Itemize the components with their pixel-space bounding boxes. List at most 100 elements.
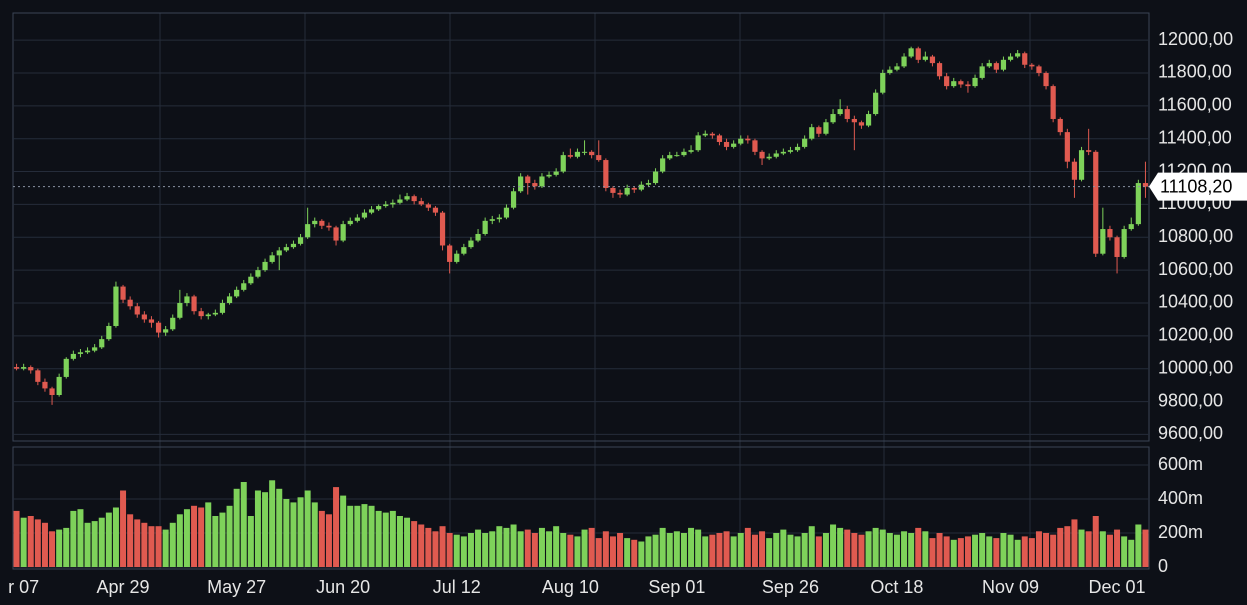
- volume-bar: [517, 531, 524, 567]
- candle-body: [510, 191, 517, 208]
- candle-body: [617, 192, 623, 195]
- y-tick-label: 10000,00: [1158, 357, 1233, 377]
- candle-body: [1071, 161, 1078, 180]
- volume-bar: [815, 536, 822, 567]
- candle-body: [723, 141, 730, 147]
- candle-body: [361, 212, 368, 218]
- volume-bar: [347, 505, 354, 567]
- candle-body: [56, 376, 62, 395]
- volume-bar: [475, 529, 482, 567]
- candle-body: [574, 151, 581, 157]
- volume-bar: [404, 517, 411, 567]
- candle-body: [42, 381, 48, 389]
- candle-body: [986, 63, 992, 67]
- volume-bar: [325, 514, 332, 567]
- candle-body: [503, 207, 510, 218]
- candle-body: [461, 247, 467, 254]
- candle-body: [901, 56, 907, 67]
- candle-body: [1043, 72, 1049, 87]
- volume-bar: [886, 533, 893, 567]
- candle-body: [560, 155, 566, 172]
- volume-tick-label: 400m: [1158, 488, 1203, 508]
- volume-bar: [318, 510, 325, 567]
- volume-bar: [1071, 519, 1078, 567]
- volume-bar: [1142, 529, 1149, 567]
- candle-body: [290, 243, 297, 248]
- volume-bar: [1021, 536, 1028, 567]
- y-tick-label: 10800,00: [1158, 226, 1233, 246]
- volume-bar: [652, 534, 659, 567]
- volume-bar: [851, 533, 858, 567]
- candle-body: [163, 329, 169, 333]
- volume-bar: [737, 533, 744, 567]
- volume-bar: [595, 538, 602, 567]
- candle-body: [170, 317, 176, 330]
- candle-body: [212, 312, 218, 315]
- volume-bar: [979, 533, 986, 567]
- candle-body: [1057, 118, 1063, 133]
- candle-body: [99, 339, 105, 348]
- candle-body: [432, 207, 439, 213]
- volume-bar: [467, 533, 474, 567]
- volume-bar: [1064, 526, 1071, 567]
- candle-body: [1093, 151, 1099, 254]
- candle-body: [92, 347, 98, 351]
- candle-body: [922, 56, 928, 60]
- candle-body: [49, 388, 55, 395]
- volume-bar: [964, 536, 971, 567]
- volume-bar: [70, 510, 77, 567]
- volume-bar: [276, 488, 283, 567]
- candle-body: [468, 240, 474, 248]
- candle-body: [1064, 132, 1070, 162]
- volume-bar: [1043, 533, 1050, 567]
- x-tick-label: Apr 29: [97, 577, 150, 597]
- last-price-tag: [1149, 172, 1247, 201]
- candle-body: [1000, 59, 1007, 70]
- volume-bar: [538, 527, 545, 567]
- volume-bar: [105, 512, 112, 567]
- candle-body: [134, 306, 140, 315]
- volume-bar: [382, 512, 389, 567]
- volume-bar: [773, 533, 780, 567]
- volume-bar: [908, 533, 915, 567]
- candle-body: [454, 253, 460, 262]
- volume-bar: [112, 507, 119, 567]
- volume-bar: [872, 527, 879, 567]
- volume-bar: [673, 531, 680, 567]
- volume-bar: [780, 529, 787, 567]
- candle-body: [1121, 229, 1127, 257]
- candle-body: [418, 201, 424, 205]
- volume-bar: [77, 509, 84, 567]
- volume-bar: [176, 514, 183, 567]
- candle-body: [496, 217, 502, 220]
- volume-bar: [183, 509, 190, 567]
- volume-bar: [20, 517, 27, 567]
- candle-body: [546, 174, 552, 177]
- candle-body: [837, 109, 843, 115]
- candle-body: [631, 187, 637, 190]
- candle-body: [70, 353, 76, 359]
- candle-body: [652, 171, 659, 184]
- volume-tick-label: 200m: [1158, 522, 1203, 542]
- candle-body: [1142, 183, 1149, 187]
- volume-bar: [844, 529, 851, 567]
- candle-body: [191, 296, 197, 312]
- volume-bar: [609, 536, 616, 567]
- x-tick-label: Nov 09: [982, 577, 1039, 597]
- volume-bar: [41, 522, 48, 567]
- volume-bar: [901, 531, 908, 567]
- volume-bar: [254, 490, 261, 567]
- volume-pane: [12, 446, 1150, 570]
- candle-body: [376, 206, 382, 210]
- volume-bar: [560, 533, 567, 567]
- volume-bar: [120, 490, 127, 567]
- y-tick-label: 11800,00: [1158, 62, 1232, 82]
- volume-bar: [893, 534, 900, 567]
- candle-body: [326, 225, 332, 228]
- volume-bar: [751, 534, 758, 567]
- candle-body: [35, 370, 41, 382]
- volume-bar: [1007, 534, 1014, 567]
- candle-body: [106, 325, 112, 340]
- candle-body: [858, 122, 865, 126]
- volume-bar: [460, 536, 467, 567]
